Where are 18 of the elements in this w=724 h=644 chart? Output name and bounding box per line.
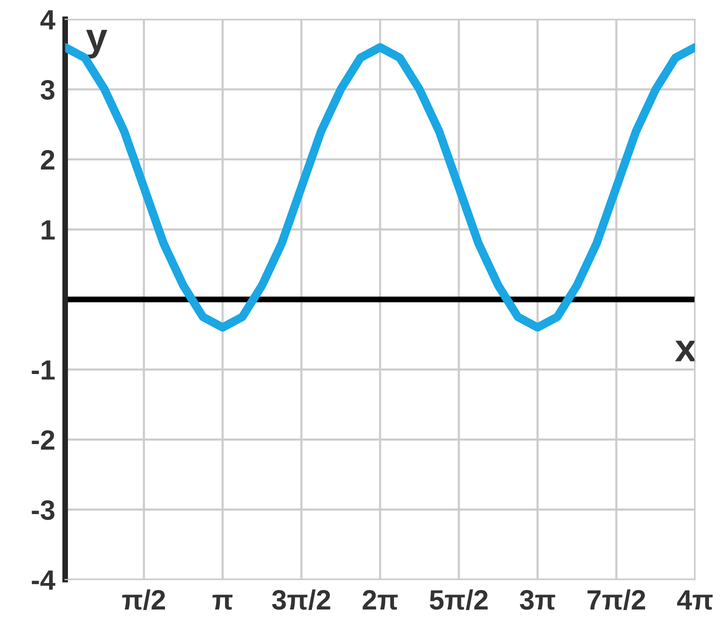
x-tick-label: 3π	[520, 590, 556, 610]
x-tick-label: π	[212, 594, 233, 610]
y-tick-label: -3	[32, 500, 54, 520]
y-tick-label: -4	[32, 570, 56, 590]
y-tick-label: -1	[32, 360, 55, 380]
x-axis-title: x	[675, 340, 696, 362]
x-tick-label: 5π/2	[430, 589, 488, 610]
y-tick-label: 2	[40, 150, 54, 170]
x-tick-label: π/2	[122, 589, 165, 610]
y-axis-title: y	[86, 30, 108, 59]
x-tick-label: 3π/2	[272, 589, 330, 610]
x-tick-label: 4π	[677, 590, 713, 610]
x-tick-label: 2π	[362, 590, 398, 610]
y-tick-label: 1	[42, 220, 55, 240]
x-tick-label: 7π/2	[588, 589, 646, 610]
y-tick-label: -2	[32, 430, 54, 450]
y-tick-label: 3	[40, 80, 54, 100]
y-tick-label: 4	[40, 10, 56, 30]
